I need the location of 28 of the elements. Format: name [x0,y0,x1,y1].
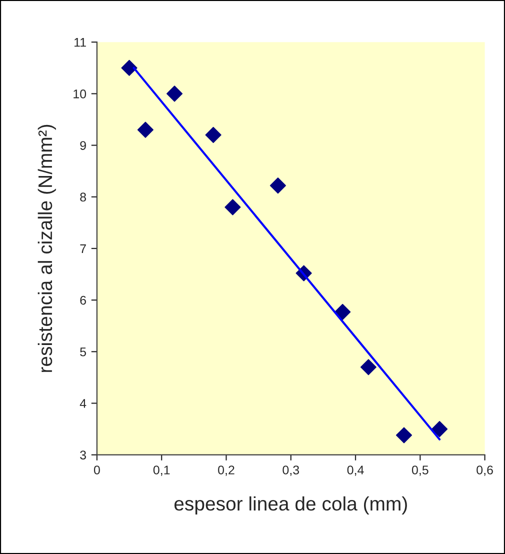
point [205,126,222,144]
point [360,359,376,376]
y-tick-label: 6 [80,296,86,305]
point [121,60,138,76]
x-tick-label: 0,6 [476,466,493,476]
point [396,427,412,444]
point [224,199,241,216]
point [270,177,286,194]
y-tick-label: 5 [80,348,86,356]
point [166,86,183,102]
y-tick-label: 11 [74,38,86,47]
point [432,421,448,438]
y-tick-label: 7 [80,244,86,253]
x-tick-label: 0 [94,466,100,474]
x-tick-label: 0,4 [347,466,364,476]
y-tick-label: 4 [80,399,86,408]
y-tick-label: 9 [80,141,86,150]
y-tick-label: 10 [74,89,86,98]
x-tick-label: 0,3 [282,466,300,476]
point [334,304,351,320]
y-tick-label: 3 [80,450,86,460]
point [137,122,154,138]
x-tick-label: 0,1 [153,466,170,476]
x-axis-title: espesor linea de cola (mm) [174,496,407,514]
y-tick-label: 8 [80,192,86,202]
y-axis-title: resistencia al cizalle (N/mm²) [38,124,56,372]
x-tick-label: 0,5 [412,466,428,476]
x-tick-label: 0,2 [218,466,234,476]
